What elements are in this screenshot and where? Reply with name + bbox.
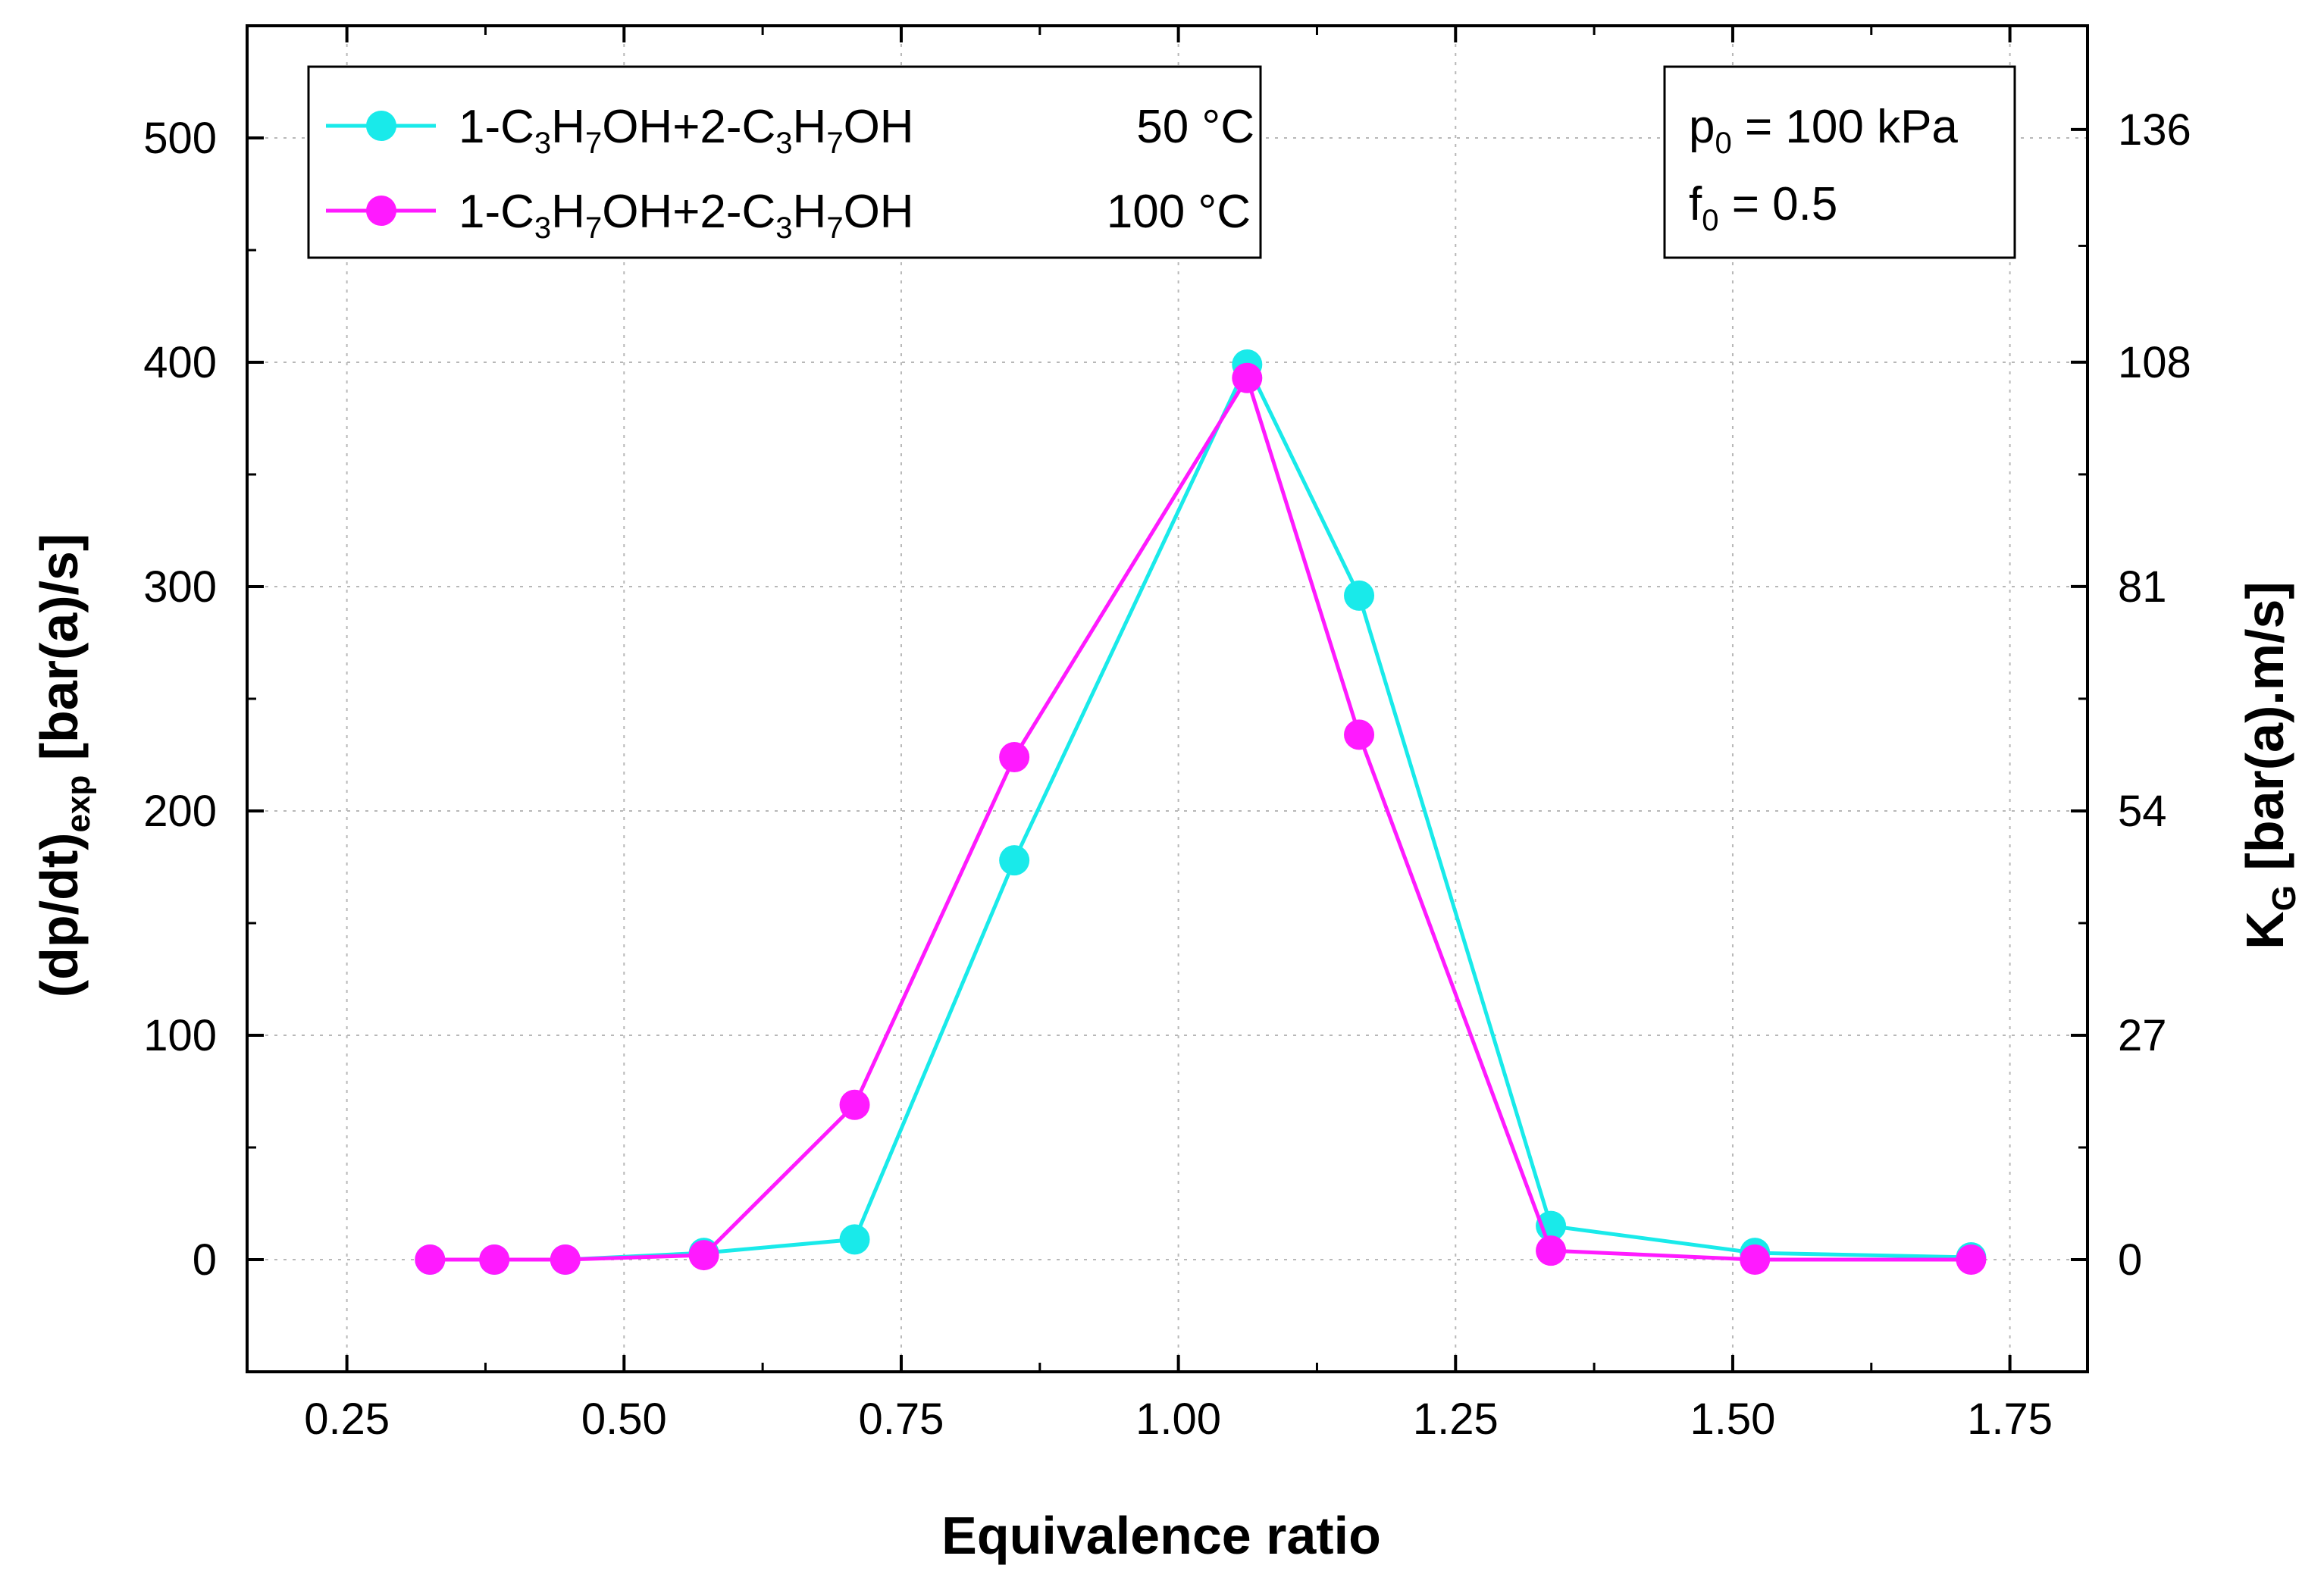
annotation-box: p0 = 100 kPa f0 = 0.5 bbox=[1663, 65, 2016, 259]
data-point bbox=[839, 1224, 870, 1255]
data-point bbox=[415, 1244, 446, 1275]
y2-tick-label: 54 bbox=[2118, 787, 2167, 836]
y2-tick-label: 27 bbox=[2118, 1011, 2167, 1060]
y2-tick-label: 136 bbox=[2118, 105, 2191, 155]
x-tick-label: 1.50 bbox=[1690, 1395, 1776, 1444]
y2-tick-label: 108 bbox=[2118, 338, 2191, 387]
series-1 bbox=[415, 362, 1987, 1275]
data-point bbox=[1232, 362, 1263, 393]
annotation-f0: f0 = 0.5 bbox=[1689, 178, 1837, 237]
legend-temp-50c: 50 °C bbox=[1136, 101, 1254, 153]
legend-box: 1-C3H7OH+2-C3H7OH 50 °C 1-C3H7OH+2-C3H7O… bbox=[307, 65, 1262, 259]
annotation-pressure: p0 = 100 kPa bbox=[1689, 101, 1958, 160]
data-point bbox=[688, 1240, 719, 1271]
axis-ticks: 0.25 0.50 0.75 1.00 1.25 1.50 1.75 0 100 200 300 40… bbox=[143, 24, 2191, 1444]
x-tick-label: 0.25 bbox=[304, 1395, 390, 1444]
y-tick-label: 400 bbox=[143, 338, 217, 387]
legend-label-50c: 1-C3H7OH+2-C3H7OH bbox=[459, 101, 914, 160]
y-tick-label: 500 bbox=[143, 114, 217, 163]
legend-temp-100c: 100 °C bbox=[1107, 186, 1251, 238]
y-tick-label: 300 bbox=[143, 562, 217, 612]
x-tick-label: 1.75 bbox=[1967, 1395, 2053, 1444]
data-point bbox=[839, 1089, 870, 1120]
x-tick-label: 1.25 bbox=[1413, 1395, 1499, 1444]
y2-tick-label: 81 bbox=[2118, 562, 2167, 612]
data-point bbox=[999, 741, 1030, 772]
data-point bbox=[479, 1244, 510, 1275]
series-line bbox=[430, 376, 1972, 1262]
y2-tick-label: 0 bbox=[2118, 1235, 2142, 1285]
y-tick-label: 200 bbox=[143, 787, 217, 836]
y2-axis-title: KG [bar(a).m/s] bbox=[2235, 581, 2303, 949]
x-axis-title: Equivalence ratio bbox=[941, 1506, 1381, 1565]
legend-label-100c: 1-C3H7OH+2-C3H7OH bbox=[459, 186, 914, 245]
data-point bbox=[550, 1244, 581, 1275]
data-series bbox=[415, 349, 1987, 1275]
data-point bbox=[1956, 1244, 1987, 1275]
legend-marker-100c bbox=[366, 196, 396, 226]
data-point bbox=[1536, 1235, 1567, 1266]
x-tick-label: 0.75 bbox=[859, 1395, 944, 1444]
x-tick-label: 0.50 bbox=[581, 1395, 667, 1444]
data-point bbox=[1344, 719, 1375, 750]
y-axis-title: (dp/dt)exp [bar(a)/s] bbox=[30, 534, 97, 997]
y-tick-label: 0 bbox=[193, 1235, 217, 1285]
data-point bbox=[1740, 1244, 1771, 1275]
x-tick-label: 1.00 bbox=[1135, 1395, 1221, 1444]
data-point bbox=[1344, 580, 1375, 611]
y-tick-label: 100 bbox=[143, 1011, 217, 1060]
series-0 bbox=[415, 349, 1987, 1275]
data-point bbox=[999, 845, 1030, 876]
legend-marker-50c bbox=[366, 111, 396, 141]
series-line bbox=[430, 362, 1972, 1262]
